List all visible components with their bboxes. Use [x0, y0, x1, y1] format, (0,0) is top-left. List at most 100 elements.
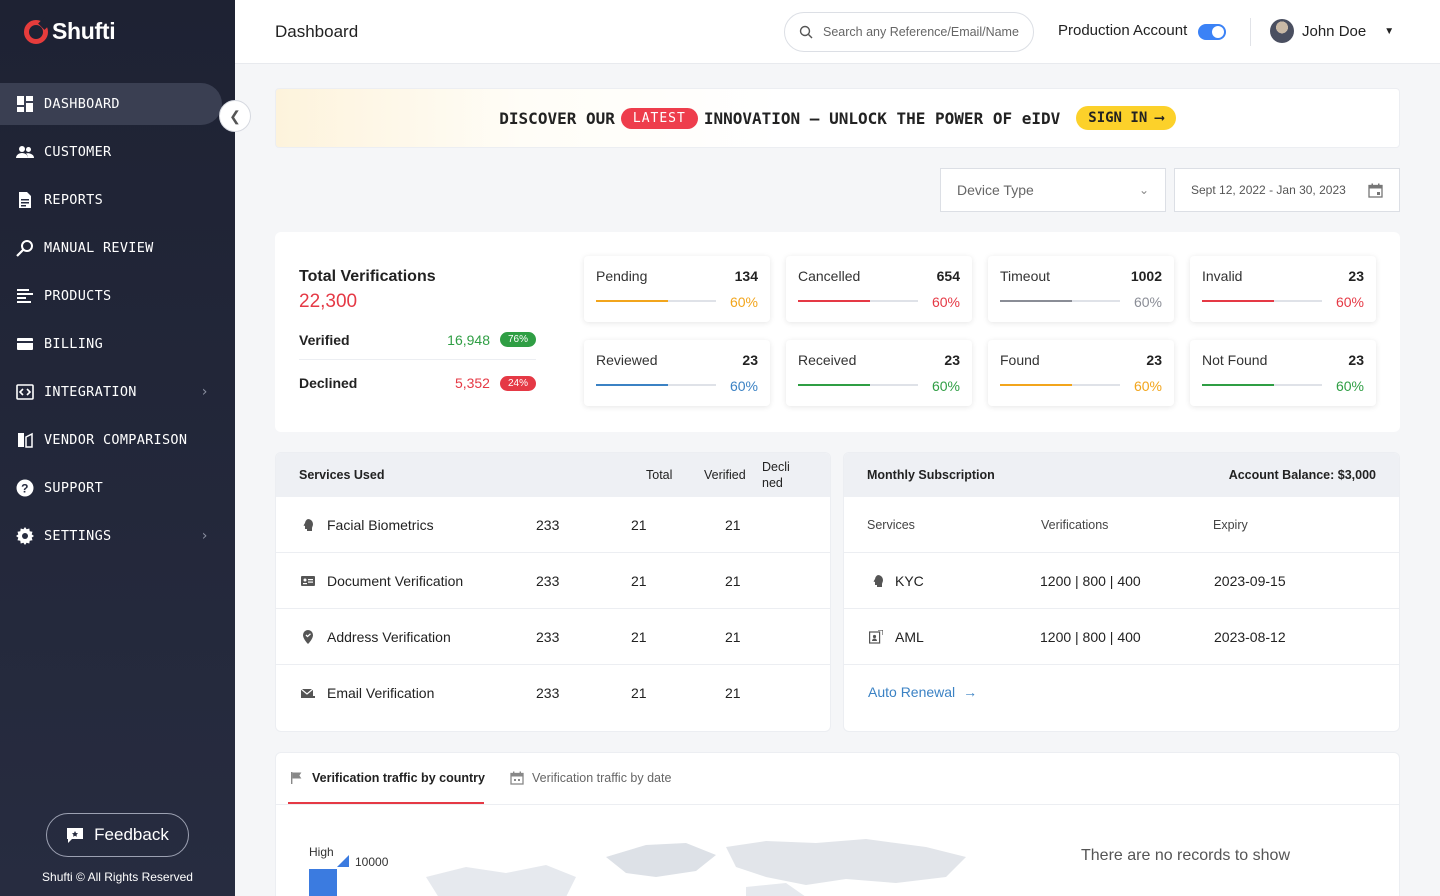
status-progress-fill: [798, 300, 870, 302]
tab-label: Verification traffic by date: [532, 771, 672, 785]
status-card-timeout[interactable]: Timeout 1002 60%: [988, 256, 1174, 322]
active-tab-indicator: [288, 802, 484, 804]
status-card-found[interactable]: Found 23 60%: [988, 340, 1174, 406]
status-progress-fill: [596, 384, 668, 386]
service-total: 233: [536, 573, 560, 589]
verified-header: Verified: [704, 468, 746, 482]
status-pct: 60%: [1133, 294, 1162, 310]
status-card-not-found[interactable]: Not Found 23 60%: [1190, 340, 1376, 406]
sidebar-item-manual-review[interactable]: MANUAL REVIEW: [0, 224, 235, 272]
tab-label: Verification traffic by country: [312, 771, 485, 785]
user-menu[interactable]: John Doe ▼: [1270, 19, 1394, 43]
status-label: Cancelled: [798, 268, 861, 284]
sidebar-item-vendor-comparison[interactable]: VENDOR COMPARISON: [0, 416, 235, 464]
status-card-received[interactable]: Received 23 60%: [786, 340, 972, 406]
status-progress-fill: [798, 384, 870, 386]
top-bar: Dashboard Production Account John Doe ▼: [235, 0, 1440, 64]
status-label: Received: [798, 352, 857, 368]
sidebar-item-reports[interactable]: REPORTS: [0, 176, 235, 224]
empty-state-message: There are no records to show: [1081, 847, 1290, 864]
verification-traffic-card: Verification traffic by country Verifica…: [275, 752, 1400, 896]
service-name: Facial Biometrics: [327, 517, 434, 533]
sidebar-item-support[interactable]: ? SUPPORT: [0, 464, 235, 512]
sidebar-item-label: INTEGRATION: [44, 384, 137, 400]
panel-header: Monthly Subscription Account Balance: $3…: [844, 453, 1399, 497]
vendor-icon: [16, 431, 34, 449]
total-verifications-title: Total Verifications: [299, 268, 436, 285]
status-label: Timeout: [1000, 268, 1051, 284]
service-verified: 21: [631, 629, 647, 645]
banner-text-after: INNOVATION — UNLOCK THE POWER OF eIDV: [703, 108, 1061, 128]
banner-text-before: DISCOVER OUR: [499, 108, 615, 128]
feedback-label: Feedback: [94, 825, 169, 844]
expiry-header: Expiry: [1213, 518, 1248, 532]
chevron-right-icon: ›: [200, 384, 209, 400]
sidebar-item-settings[interactable]: SETTINGS ›: [0, 512, 235, 560]
help-icon: ?: [16, 479, 34, 497]
feedback-button[interactable]: Feedback: [46, 813, 189, 857]
location-icon: [301, 630, 315, 647]
subscription-service: KYC: [895, 573, 924, 589]
world-map[interactable]: [426, 837, 986, 896]
status-card-pending[interactable]: Pending 134 60%: [584, 256, 770, 322]
device-type-value: Device Type: [957, 182, 1034, 198]
sidebar: Shufti DASHBOARD CUSTOMER REPORTS MANUAL…: [0, 0, 235, 896]
search-input[interactable]: [823, 25, 1023, 39]
table-row[interactable]: KYC 1200 | 800 | 400 2023-09-15: [844, 553, 1399, 609]
sidebar-item-billing[interactable]: BILLING: [0, 320, 235, 368]
status-label: Invalid: [1202, 268, 1243, 284]
calendar-icon: [510, 771, 524, 785]
collapse-sidebar-button[interactable]: ❮: [219, 100, 251, 132]
service-total: 233: [536, 517, 560, 533]
service-declined: 21: [725, 629, 741, 645]
face-icon: [301, 518, 315, 535]
service-verified: 21: [631, 685, 647, 701]
status-progress-track: [596, 300, 716, 302]
sidebar-item-label: REPORTS: [44, 192, 103, 208]
table-row[interactable]: Address Verification 233 21 21: [276, 609, 830, 665]
auto-renewal-link[interactable]: Auto Renewal →: [868, 684, 977, 700]
status-value: 23: [944, 352, 960, 368]
sidebar-item-label: DASHBOARD: [44, 96, 120, 112]
date-range-picker[interactable]: Sept 12, 2022 - Jan 30, 2023: [1174, 168, 1400, 212]
table-header: Services Used Total Verified Decli ned: [276, 453, 830, 497]
gear-icon: [16, 527, 34, 545]
map-legend-value: 10000: [355, 855, 389, 869]
status-progress-fill: [1202, 300, 1274, 302]
service-name: Document Verification: [327, 573, 464, 589]
map-legend-bar: [309, 869, 337, 896]
service-verified: 21: [631, 517, 647, 533]
sign-in-button[interactable]: SIGN IN ⟶: [1076, 106, 1176, 130]
status-pct: 60%: [729, 378, 758, 394]
status-value: 23: [1348, 268, 1364, 284]
status-card-invalid[interactable]: Invalid 23 60%: [1190, 256, 1376, 322]
search-icon: [799, 25, 813, 39]
service-verified: 21: [631, 573, 647, 589]
status-card-reviewed[interactable]: Reviewed 23 60%: [584, 340, 770, 406]
sidebar-item-products[interactable]: PRODUCTS: [0, 272, 235, 320]
verified-value: 16,948: [447, 331, 490, 348]
brand-logo[interactable]: Shufti: [24, 18, 116, 45]
tab-traffic-by-date[interactable]: Verification traffic by date: [510, 771, 671, 785]
sidebar-item-label: SETTINGS: [44, 528, 112, 544]
sidebar-item-dashboard[interactable]: DASHBOARD: [0, 83, 222, 125]
declined-row: Declined 5,352 24%: [299, 363, 536, 403]
status-progress-fill: [1000, 300, 1072, 302]
table-row[interactable]: AML 1200 | 800 | 400 2023-08-12: [844, 609, 1399, 665]
device-type-select[interactable]: Device Type ⌄: [940, 168, 1166, 212]
table-row[interactable]: Facial Biometrics 233 21 21: [276, 497, 830, 553]
flag-icon: [291, 772, 302, 784]
promo-banner: DISCOVER OUR LATEST INNOVATION — UNLOCK …: [275, 88, 1400, 148]
face-icon: [871, 574, 885, 591]
table-row[interactable]: Email Verification 233 21 21: [276, 665, 830, 721]
tab-traffic-by-country[interactable]: Verification traffic by country: [290, 771, 485, 785]
sidebar-item-customer[interactable]: CUSTOMER: [0, 128, 235, 176]
service-name: Email Verification: [327, 685, 435, 701]
table-row[interactable]: Document Verification 233 21 21: [276, 553, 830, 609]
search-box[interactable]: [784, 12, 1034, 52]
sidebar-item-integration[interactable]: INTEGRATION ›: [0, 368, 235, 416]
chat-icon: [67, 828, 84, 843]
status-card-cancelled[interactable]: Cancelled 654 60%: [786, 256, 972, 322]
production-account-toggle[interactable]: [1198, 24, 1226, 40]
sidebar-item-label: VENDOR COMPARISON: [44, 432, 188, 448]
